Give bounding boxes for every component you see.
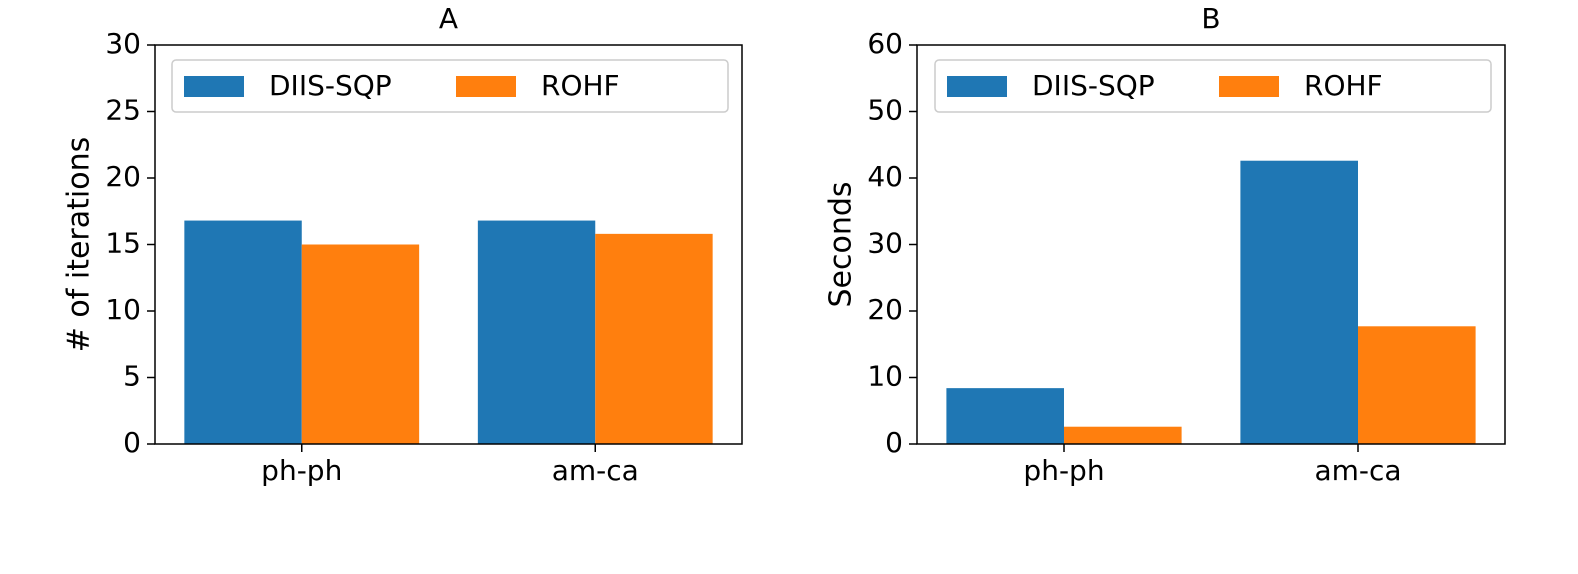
legend-frame	[934, 59, 1492, 113]
y-tick-label: 30	[867, 227, 903, 260]
bar	[595, 233, 713, 444]
legend: DIIS-SQP ROHF	[171, 59, 729, 113]
legend-swatch	[184, 76, 244, 97]
legend-swatch	[947, 76, 1007, 97]
y-tick-label: 20	[867, 293, 903, 326]
bar	[184, 220, 302, 444]
axes-frame	[916, 44, 1506, 445]
y-tick-label: 25	[105, 94, 141, 127]
y-tick-label: 0	[123, 426, 141, 459]
y-tick-label: 10	[867, 360, 903, 393]
x-tick-label: ph-ph	[261, 454, 342, 487]
x-tick-label: ph-ph	[1023, 454, 1104, 487]
y-tick-label: 15	[105, 227, 141, 260]
bar	[477, 220, 596, 444]
y-tick-label: 60	[867, 27, 903, 60]
x-tick-label: am-ca	[1314, 454, 1401, 487]
y-tick-label: 5	[123, 360, 141, 393]
bar	[1358, 326, 1476, 444]
legend-label: DIIS-SQP	[269, 69, 392, 102]
chart-title: B	[1201, 2, 1220, 35]
chart-title: A	[439, 2, 458, 35]
subplot: A # of iterations 0 5 10 15 20 25 30 ph-ph am-ca DI…	[62, 2, 743, 487]
x-tick-label: am-ca	[552, 454, 639, 487]
y-tick-label: 0	[885, 426, 903, 459]
y-tick-label: 50	[867, 94, 903, 127]
y-axis-label: # of iterations	[62, 137, 97, 353]
legend-swatch	[1219, 76, 1279, 97]
y-tick-label: 10	[105, 293, 141, 326]
bar	[301, 244, 420, 444]
y-axis-label: Seconds	[824, 181, 859, 307]
bar	[946, 388, 1064, 444]
axes-frame	[154, 44, 743, 445]
y-tick-label: 30	[105, 27, 141, 60]
legend: DIIS-SQP ROHF	[934, 59, 1492, 113]
subplot: B Seconds 0 10 20 30 40 50 60 ph-ph am-ca DIIS-SQP R…	[824, 2, 1506, 487]
y-tick-label: 20	[105, 160, 141, 193]
y-tick-label: 40	[867, 160, 903, 193]
legend-swatch	[456, 76, 516, 97]
bar	[1064, 426, 1182, 444]
legend-label: ROHF	[541, 69, 620, 102]
bar	[1240, 160, 1358, 444]
legend-frame	[171, 59, 729, 113]
legend-label: ROHF	[1304, 69, 1383, 102]
legend-label: DIIS-SQP	[1032, 69, 1155, 102]
